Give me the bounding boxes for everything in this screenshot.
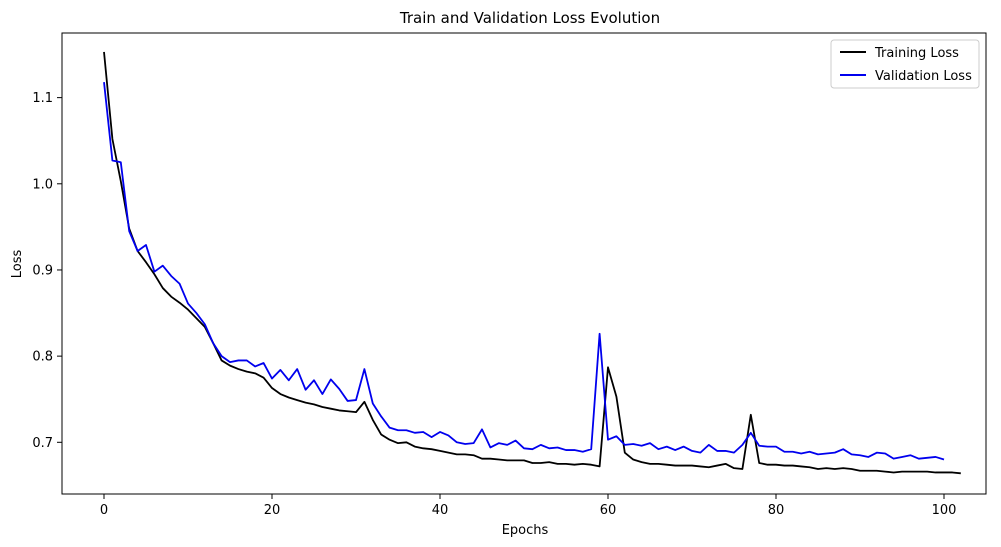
series-line-validation-loss: [103, 82, 945, 461]
series-lines: [103, 51, 961, 475]
x-tick-label: 0: [100, 503, 108, 518]
x-tick-label: 60: [600, 503, 617, 518]
legend-box: [830, 39, 980, 89]
plot-area: [61, 32, 987, 495]
legend: Training Loss Validation Loss: [830, 39, 980, 89]
y-axis-label: Loss: [10, 250, 25, 279]
x-axis-ticks: 0 20 40 60 80 100: [100, 494, 957, 518]
x-axis-label: Epochs: [502, 523, 549, 538]
x-tick-label: 40: [432, 503, 449, 518]
x-tick-label: 100: [932, 503, 957, 518]
y-tick-label: 0.7: [32, 436, 53, 451]
chart-title: Train and Validation Loss Evolution: [399, 9, 660, 27]
y-axis-ticks: 0.7 0.8 0.9 1.0 1.1: [32, 91, 62, 451]
x-tick-label: 20: [264, 503, 281, 518]
legend-label-training-loss: Training Loss: [874, 46, 959, 61]
axes-frame: [61, 32, 987, 495]
y-tick-label: 0.9: [32, 263, 53, 278]
y-tick-label: 1.1: [32, 91, 53, 106]
y-tick-label: 1.0: [32, 177, 53, 192]
x-tick-label: 80: [768, 503, 785, 518]
series-line-training-loss: [103, 51, 961, 475]
y-tick-label: 0.8: [32, 350, 53, 365]
legend-label-validation-loss: Validation Loss: [875, 69, 972, 84]
